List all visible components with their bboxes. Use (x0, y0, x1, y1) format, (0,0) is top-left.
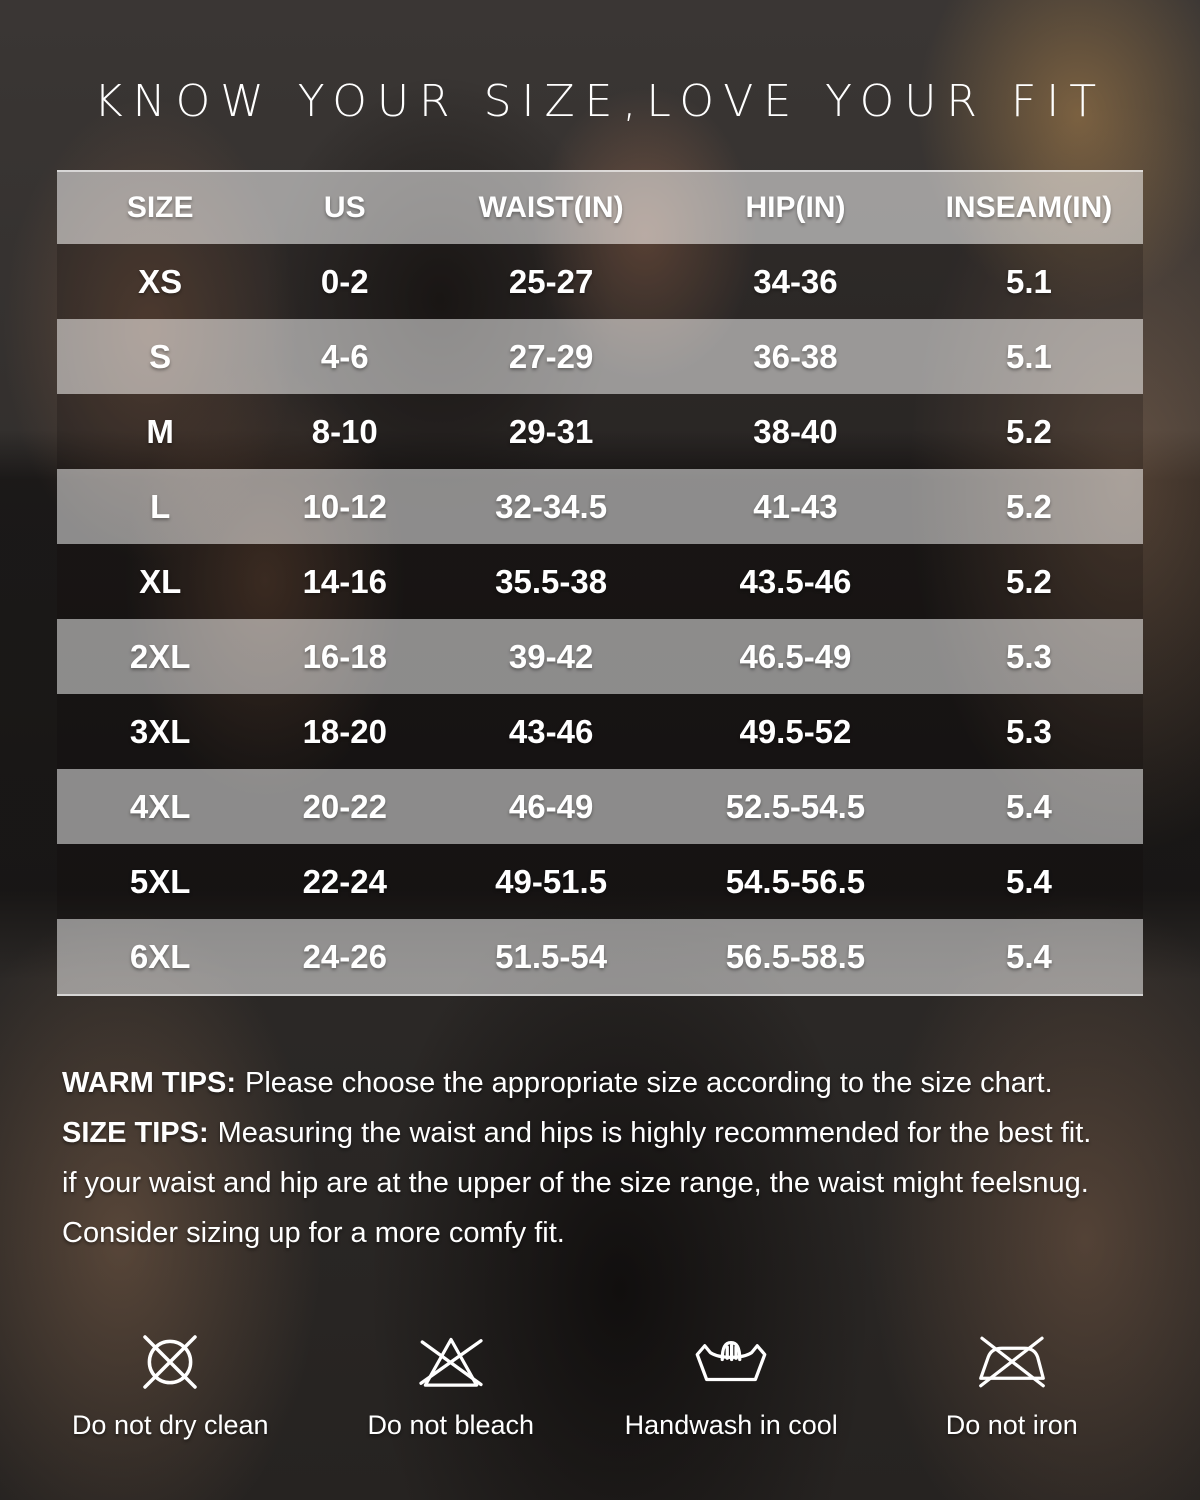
waist-cell: 49-51.5 (495, 862, 608, 900)
care-item-do-not-iron: Do not iron (872, 1322, 1153, 1441)
inseam-cell: 5.3 (1005, 637, 1052, 675)
table-row-5xl: 5XL 22-24 49-51.5 54.5-56.5 5.4 (57, 844, 1143, 919)
care-instructions: Do not dry clean Do not bleach Handwash … (30, 1322, 1152, 1441)
waist-cell: 51.5-54 (495, 937, 608, 975)
size-cell: XS (138, 262, 183, 300)
size-cell: XL (139, 562, 182, 600)
tips-line-4: Consider sizing up for a more comfy fit. (62, 1217, 565, 1249)
column-header-waist: WAIST(IN) (478, 191, 624, 224)
inseam-cell: 5.4 (1005, 862, 1052, 900)
us-cell: 4-6 (320, 337, 369, 375)
warm-tips-line: WARM TIPS: Please choose the appropriate … (62, 1058, 1142, 1108)
us-cell: 22-24 (302, 862, 387, 900)
warm-tips-label: WARM TIPS: (62, 1067, 236, 1099)
size-cell: M (146, 412, 174, 450)
table-row-3xl: 3XL 18-20 43-46 49.5-52 5.3 (57, 694, 1143, 769)
us-cell: 8-10 (311, 412, 378, 450)
column-header-inseam: INSEAM(IN) (945, 191, 1113, 224)
warm-tips-text: Please choose the appropriate size accor… (245, 1067, 1053, 1099)
us-cell: 16-18 (302, 637, 387, 675)
hip-cell: 41-43 (753, 487, 838, 525)
size-cell: S (149, 337, 172, 375)
table-row-xl: XL 14-16 35.5-38 43.5-46 5.2 (57, 544, 1143, 619)
hip-cell: 56.5-58.5 (725, 937, 866, 975)
do-not-bleach-icon (419, 1337, 483, 1387)
table-row-l: L 10-12 32-34.5 41-43 5.2 (57, 469, 1143, 544)
us-cell: 14-16 (302, 562, 387, 600)
hip-cell: 38-40 (753, 412, 838, 450)
size-cell: 6XL (129, 937, 191, 975)
waist-cell: 43-46 (508, 712, 594, 750)
inseam-cell: 5.2 (1005, 412, 1052, 450)
care-label: Handwash in cool (624, 1410, 838, 1440)
handwash-icon (695, 1341, 767, 1382)
tips-line-3: if your waist and hip are at the upper o… (62, 1167, 1089, 1199)
do-not-dry-clean-icon (143, 1335, 197, 1389)
us-cell: 24-26 (302, 937, 387, 975)
us-cell: 10-12 (302, 487, 387, 525)
hip-cell: 34-36 (753, 262, 838, 300)
inseam-cell: 5.1 (1005, 262, 1052, 300)
size-tips-label: SIZE TIPS: (62, 1117, 209, 1149)
table-row-xs: XS 0-2 25-27 34-36 5.1 (57, 244, 1143, 319)
table-row-4xl: 4XL 20-22 46-49 52.5-54.5 5.4 (57, 769, 1143, 844)
care-label: Do not bleach (367, 1410, 535, 1440)
hip-cell: 43.5-46 (739, 562, 852, 600)
column-header-hip: HIP(IN) (745, 191, 846, 224)
us-cell: 18-20 (302, 712, 387, 750)
size-cell: 2XL (129, 637, 191, 675)
size-cell: L (150, 487, 171, 525)
us-cell: 0-2 (320, 262, 369, 300)
page-title: KNOW YOUR SIZE,LOVE YOUR FIT (93, 76, 1107, 127)
hip-cell: 52.5-54.5 (725, 787, 866, 825)
care-item-handwash: Handwash in cool (591, 1322, 872, 1441)
hip-cell: 49.5-52 (739, 712, 852, 750)
inseam-cell: 5.1 (1005, 337, 1052, 375)
size-cell: 5XL (129, 862, 191, 900)
table-header-row: SIZE US WAIST(IN) HIP(IN) INSEAM(IN) (57, 172, 1143, 244)
care-label: Do not dry clean (71, 1410, 269, 1440)
size-cell: 4XL (129, 787, 191, 825)
table-row-s: S 4-6 27-29 36-38 5.1 (57, 319, 1143, 394)
inseam-cell: 5.4 (1005, 787, 1052, 825)
waist-cell: 27-29 (508, 337, 594, 375)
waist-cell: 29-31 (508, 412, 594, 450)
waist-cell: 32-34.5 (495, 487, 608, 525)
table-row-6xl: 6XL 24-26 51.5-54 56.5-58.5 5.4 (57, 919, 1143, 994)
size-cell: 3XL (129, 712, 191, 750)
inseam-cell: 5.2 (1005, 562, 1052, 600)
us-cell: 20-22 (302, 787, 387, 825)
care-item-do-not-dry-clean: Do not dry clean (30, 1322, 311, 1441)
table-row-m: M 8-10 29-31 38-40 5.2 (57, 394, 1143, 469)
care-label: Do not iron (945, 1410, 1078, 1440)
size-table: SIZE US WAIST(IN) HIP(IN) INSEAM(IN) XS … (57, 170, 1143, 996)
care-item-do-not-bleach: Do not bleach (311, 1322, 592, 1441)
size-tips-line: SIZE TIPS: Measuring the waist and hips i… (62, 1108, 1142, 1158)
hip-cell: 36-38 (753, 337, 838, 375)
inseam-cell: 5.2 (1005, 487, 1052, 525)
waist-cell: 35.5-38 (495, 562, 608, 600)
table-row-2xl: 2XL 16-18 39-42 46.5-49 5.3 (57, 619, 1143, 694)
column-header-size: SIZE (126, 191, 194, 224)
waist-cell: 39-42 (508, 637, 594, 675)
do-not-iron-icon (978, 1336, 1045, 1388)
hip-cell: 46.5-49 (739, 637, 852, 675)
size-tips-text: Measuring the waist and hips is highly r… (217, 1117, 1092, 1149)
hip-cell: 54.5-56.5 (725, 862, 866, 900)
inseam-cell: 5.4 (1005, 937, 1052, 975)
waist-cell: 25-27 (508, 262, 594, 300)
column-header-us: US (323, 191, 366, 224)
tips-section: WARM TIPS: Please choose the appropriate … (62, 1058, 1142, 1258)
inseam-cell: 5.3 (1005, 712, 1052, 750)
waist-cell: 46-49 (508, 787, 594, 825)
